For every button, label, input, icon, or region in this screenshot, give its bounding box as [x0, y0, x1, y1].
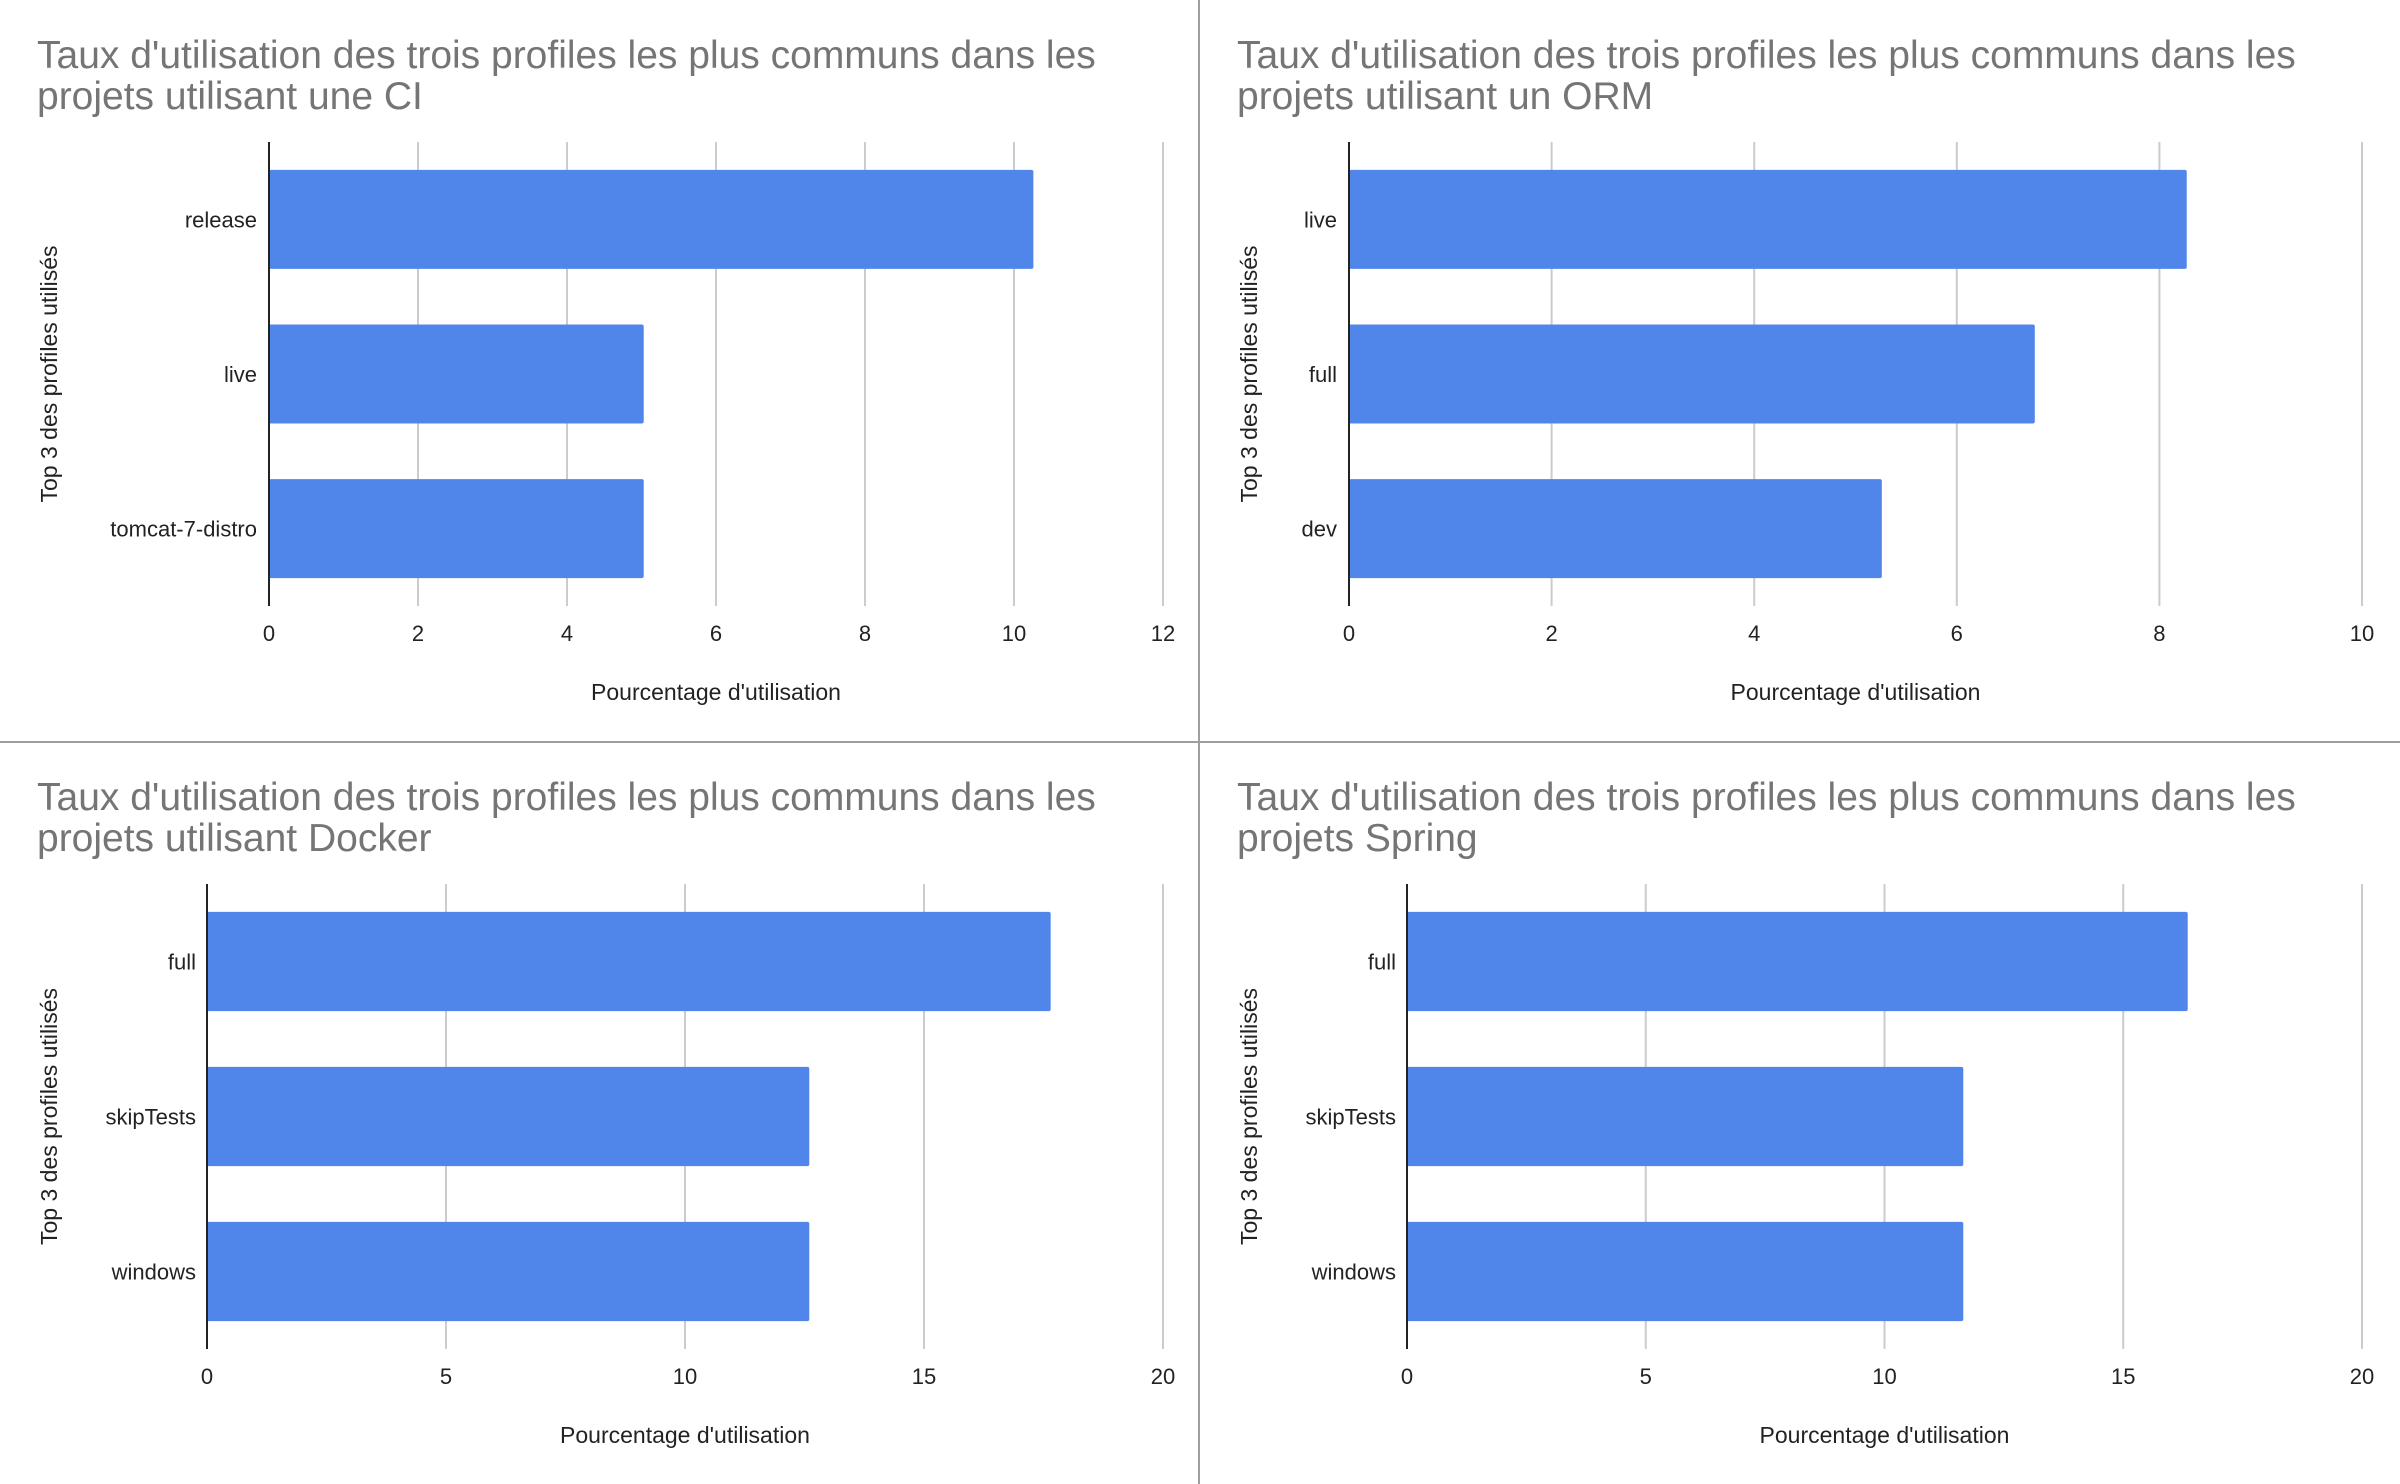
chart-title-line: Taux d'utilisation des trois profiles le…	[37, 776, 1096, 819]
x-tick-label: 0	[1343, 621, 1355, 646]
x-tick-label: 5	[1640, 1364, 1652, 1389]
y-axis-label: Top 3 des profiles utilisés	[1236, 246, 1262, 503]
x-tick-label: 10	[673, 1364, 697, 1389]
x-axis-label: Pourcentage d'utilisation	[1760, 1422, 2010, 1448]
x-tick-label: 0	[263, 621, 275, 646]
chart-title-line: projets Spring	[1237, 817, 1478, 860]
chart-panel-4: Taux d'utilisation des trois profiles le…	[1236, 776, 2374, 1448]
bar-skiptests	[1407, 1066, 1964, 1167]
x-tick-label: 5	[440, 1364, 452, 1389]
chart-title-line: Taux d'utilisation des trois profiles le…	[1237, 34, 2296, 77]
x-tick-label: 12	[1151, 621, 1175, 646]
bar-windows	[1407, 1221, 1964, 1322]
x-tick-label: 2	[412, 621, 424, 646]
x-tick-label: 10	[2350, 621, 2374, 646]
category-label: live	[1304, 207, 1337, 232]
bar-release	[269, 169, 1034, 269]
category-label: windows	[1311, 1260, 1396, 1285]
y-axis-label: Top 3 des profiles utilisés	[1236, 988, 1262, 1245]
category-label: full	[168, 950, 196, 975]
bar-tomcat-7-distro	[269, 479, 644, 579]
category-label: tomcat-7-distro	[110, 517, 257, 542]
x-tick-label: 4	[561, 621, 573, 646]
y-axis-label: Top 3 des profiles utilisés	[36, 246, 62, 503]
x-tick-label: 20	[2350, 1364, 2374, 1389]
x-tick-label: 15	[2111, 1364, 2135, 1389]
category-label: windows	[111, 1260, 196, 1285]
x-tick-label: 8	[859, 621, 871, 646]
y-axis-label: Top 3 des profiles utilisés	[36, 988, 62, 1245]
bar-live	[269, 324, 644, 424]
bar-full	[1349, 324, 2035, 424]
chart-panel-1: Taux d'utilisation des trois profiles le…	[36, 34, 1175, 705]
chart-title-line: Taux d'utilisation des trois profiles le…	[37, 34, 1096, 77]
chart-title: Taux d'utilisation des trois profiles le…	[1237, 776, 2296, 860]
chart-title-line: projets utilisant Docker	[37, 817, 432, 860]
category-label: release	[185, 207, 257, 232]
x-axis-label: Pourcentage d'utilisation	[591, 679, 841, 705]
chart-panel-2: Taux d'utilisation des trois profiles le…	[1236, 34, 2374, 705]
x-tick-label: 0	[1401, 1364, 1413, 1389]
category-label: live	[224, 362, 257, 387]
chart-panel-3: Taux d'utilisation des trois profiles le…	[36, 776, 1175, 1448]
chart-title-line: Taux d'utilisation des trois profiles le…	[1237, 776, 2296, 819]
x-tick-label: 6	[710, 621, 722, 646]
chart-title-line: projets utilisant une CI	[37, 75, 423, 118]
x-tick-label: 10	[1002, 621, 1026, 646]
x-tick-label: 2	[1545, 621, 1557, 646]
bar-dev	[1349, 479, 1882, 579]
x-tick-label: 8	[2153, 621, 2165, 646]
category-label: full	[1309, 362, 1337, 387]
bar-live	[1349, 169, 2187, 269]
chart-title: Taux d'utilisation des trois profiles le…	[37, 776, 1096, 860]
x-tick-label: 0	[201, 1364, 213, 1389]
category-label: full	[1368, 950, 1396, 975]
bar-full	[1407, 911, 2188, 1012]
x-axis-label: Pourcentage d'utilisation	[1731, 679, 1981, 705]
x-tick-label: 20	[1151, 1364, 1175, 1389]
x-axis-label: Pourcentage d'utilisation	[560, 1422, 810, 1448]
bar-windows	[207, 1221, 810, 1322]
x-tick-label: 10	[1872, 1364, 1896, 1389]
category-label: skipTests	[106, 1105, 196, 1130]
x-tick-label: 15	[912, 1364, 936, 1389]
chart-title: Taux d'utilisation des trois profiles le…	[1237, 34, 2296, 118]
category-label: dev	[1302, 517, 1337, 542]
x-tick-label: 6	[1951, 621, 1963, 646]
chart-title-line: projets utilisant un ORM	[1237, 75, 1653, 118]
chart-title: Taux d'utilisation des trois profiles le…	[37, 34, 1096, 118]
category-label: skipTests	[1306, 1105, 1396, 1130]
bar-skiptests	[207, 1066, 810, 1167]
bar-full	[207, 911, 1051, 1012]
x-tick-label: 4	[1748, 621, 1760, 646]
